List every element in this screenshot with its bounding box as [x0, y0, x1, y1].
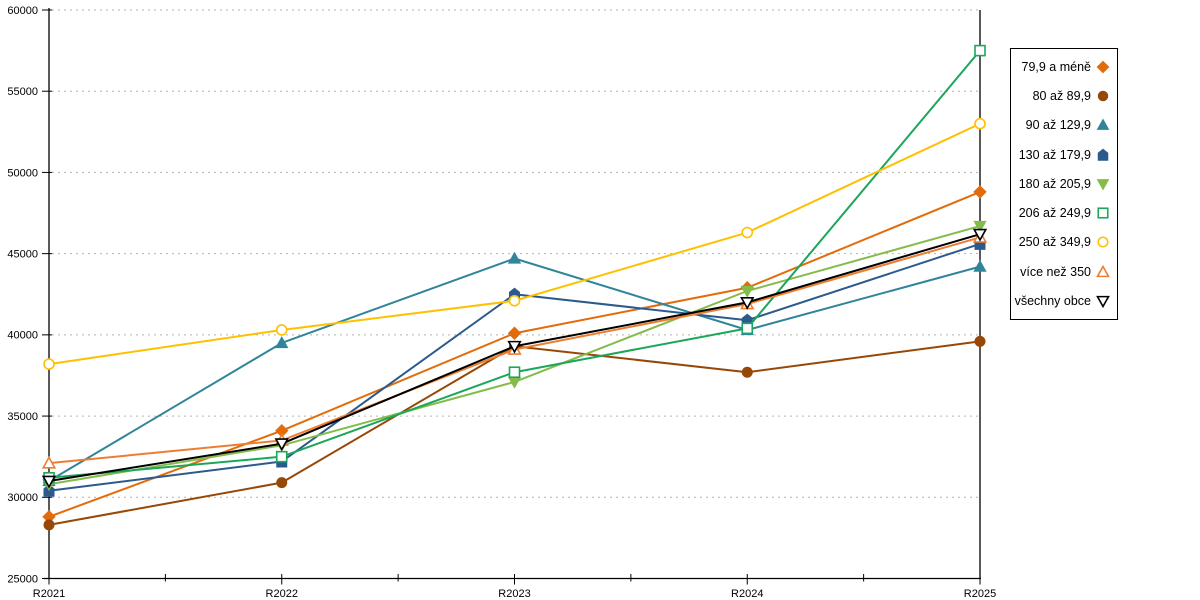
y-tick-label: 55000	[7, 86, 38, 98]
legend-item-label: 130 až 179,9	[1018, 147, 1091, 162]
y-tick-label: 25000	[7, 573, 38, 585]
y-tick-label: 50000	[7, 167, 38, 179]
data-point-marker	[275, 336, 289, 349]
data-point-marker	[275, 450, 288, 463]
data-point-marker	[973, 259, 987, 272]
data-point-marker	[508, 366, 521, 379]
legend-item-label: 80 až 89,9	[1032, 88, 1091, 103]
data-point-marker	[43, 358, 55, 370]
data-point-marker	[43, 519, 55, 531]
data-point-marker	[41, 455, 57, 469]
data-point-marker	[274, 438, 289, 452]
legend: 79,9 a méně 80 až 89,9 90 až 129,9 130 až 1…	[1010, 48, 1118, 320]
data-point-marker	[974, 117, 986, 130]
square-legend-marker-icon	[1097, 207, 1109, 219]
data-point-marker	[41, 475, 57, 489]
circle-legend-marker-icon	[1097, 236, 1109, 248]
legend-item: 79,9 a méně	[1015, 52, 1110, 81]
y-tick-label: 40000	[7, 330, 38, 342]
legend-item-label: více než 350	[1020, 264, 1091, 279]
y-tick-label: 30000	[7, 492, 38, 504]
legend-item: 80 až 89,9	[1015, 81, 1110, 110]
triangle-down-legend-marker-icon	[1096, 295, 1110, 309]
legend-item-label: 79,9 a méně	[1021, 59, 1092, 74]
data-point-marker	[741, 226, 754, 239]
x-tick-label: R2023	[498, 588, 530, 600]
legend-item: 206 až 249,9	[1015, 198, 1110, 227]
legend-item-label: 90 až 129,9	[1025, 118, 1091, 133]
x-tick-label: R2022	[266, 588, 298, 600]
data-point-marker	[740, 296, 755, 310]
diamond-legend-marker-icon	[1096, 60, 1110, 74]
legend-item-label: všechny obce	[1014, 294, 1091, 309]
triangle-up-legend-marker-icon	[1096, 118, 1110, 131]
series-line-4	[48, 225, 981, 486]
data-point-marker	[973, 220, 987, 233]
legend-item: více než 350	[1015, 257, 1110, 286]
data-point-marker	[974, 335, 986, 347]
data-point-marker	[741, 366, 753, 378]
triangle-down-legend-marker-icon	[1096, 178, 1110, 191]
series-line-8	[48, 233, 981, 483]
x-tick-label: R2025	[964, 588, 996, 600]
legend-item: 90 až 129,9	[1015, 111, 1110, 140]
data-point-marker	[508, 294, 521, 307]
circle-legend-marker-icon	[1097, 90, 1109, 102]
y-tick-label: 45000	[7, 248, 38, 260]
legend-item-label: 180 až 205,9	[1018, 176, 1091, 191]
y-tick-label: 35000	[7, 411, 38, 423]
x-tick-label: R2021	[33, 588, 65, 600]
data-point-marker	[276, 477, 288, 489]
x-tick-label: R2024	[731, 588, 763, 600]
legend-item: všechny obce	[1015, 286, 1110, 315]
pentagon-legend-marker-icon	[1097, 148, 1109, 161]
data-point-marker	[740, 285, 754, 298]
data-point-marker	[741, 322, 754, 335]
data-point-marker	[275, 324, 288, 336]
data-point-marker	[507, 340, 522, 354]
data-point-marker	[973, 185, 987, 199]
legend-item: 250 až 349,9	[1015, 228, 1110, 257]
y-tick-label: 60000	[7, 5, 38, 17]
data-point-marker	[972, 228, 988, 242]
legend-item-label: 250 až 349,9	[1018, 235, 1091, 250]
data-point-marker	[507, 251, 522, 264]
legend-item: 130 až 179,9	[1015, 140, 1110, 169]
legend-item: 180 až 205,9	[1015, 169, 1110, 198]
data-point-marker	[974, 44, 986, 57]
triangle-up-legend-marker-icon	[1096, 264, 1110, 277]
legend-item-label: 206 až 249,9	[1018, 206, 1091, 221]
data-point-marker	[507, 326, 522, 340]
